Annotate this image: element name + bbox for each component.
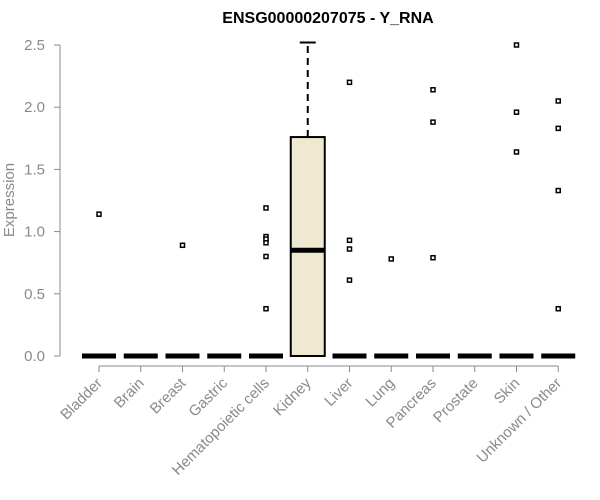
- outlier-point: [555, 305, 561, 312]
- y-tick-label: 0.5: [24, 286, 45, 303]
- boxes: [82, 41, 576, 359]
- box-iqr: [289, 136, 326, 357]
- outlier-point: [263, 253, 269, 260]
- outlier-point: [346, 277, 353, 283]
- outlier-point: [513, 149, 520, 155]
- outlier-point: [430, 87, 436, 93]
- x-tick-label: Kidney: [270, 374, 315, 419]
- outlier-point: [555, 125, 561, 132]
- x-tick-label: Skin: [491, 375, 524, 408]
- outlier-point: [346, 246, 353, 252]
- outlier-point: [263, 305, 269, 312]
- outlier-point: [263, 240, 269, 246]
- y-tick-label: 0.0: [24, 348, 45, 365]
- x-tick-label: Bladder: [57, 375, 106, 424]
- box-breast: [165, 242, 200, 359]
- x-tick-label: Liver: [321, 375, 356, 410]
- y-axis-title: Expression: [1, 163, 18, 237]
- box-liver: [332, 79, 367, 359]
- outlier-point: [430, 254, 436, 261]
- box-skin: [499, 42, 534, 359]
- box-pancreas: [416, 87, 450, 359]
- outlier-point: [263, 205, 269, 211]
- outlier-point: [513, 109, 520, 115]
- outlier-point: [96, 211, 102, 217]
- y-tick-label: 1.5: [24, 161, 45, 178]
- box-lung: [374, 256, 409, 359]
- x-tick-label: Brain: [111, 375, 148, 412]
- x-tick-label: Lung: [362, 375, 398, 411]
- y-tick-label: 2.0: [24, 99, 45, 116]
- box-kidney: [289, 41, 326, 357]
- x-tick-label: Breast: [147, 374, 190, 417]
- outlier-point: [555, 187, 561, 194]
- y-axis: 0.0 0.5 1.0 1.5 2.0 2.5: [24, 37, 61, 365]
- box-bladder: [82, 211, 116, 359]
- y-tick-label: 1.0: [24, 224, 45, 241]
- outlier-point: [430, 119, 436, 125]
- outlier-point: [179, 242, 186, 249]
- box-hematopoietic-cells: [249, 205, 283, 359]
- outlier-point: [346, 79, 353, 86]
- outlier-point: [388, 256, 394, 262]
- outlier-point: [346, 237, 353, 244]
- y-tick-label: 2.5: [24, 37, 45, 54]
- x-tick-label: Prostate: [430, 375, 482, 427]
- outlier-point: [555, 98, 561, 104]
- chart-title: ENSG00000207075 - Y_RNA: [222, 10, 434, 27]
- outlier-point: [513, 42, 520, 48]
- box-unknown-other: [541, 98, 576, 359]
